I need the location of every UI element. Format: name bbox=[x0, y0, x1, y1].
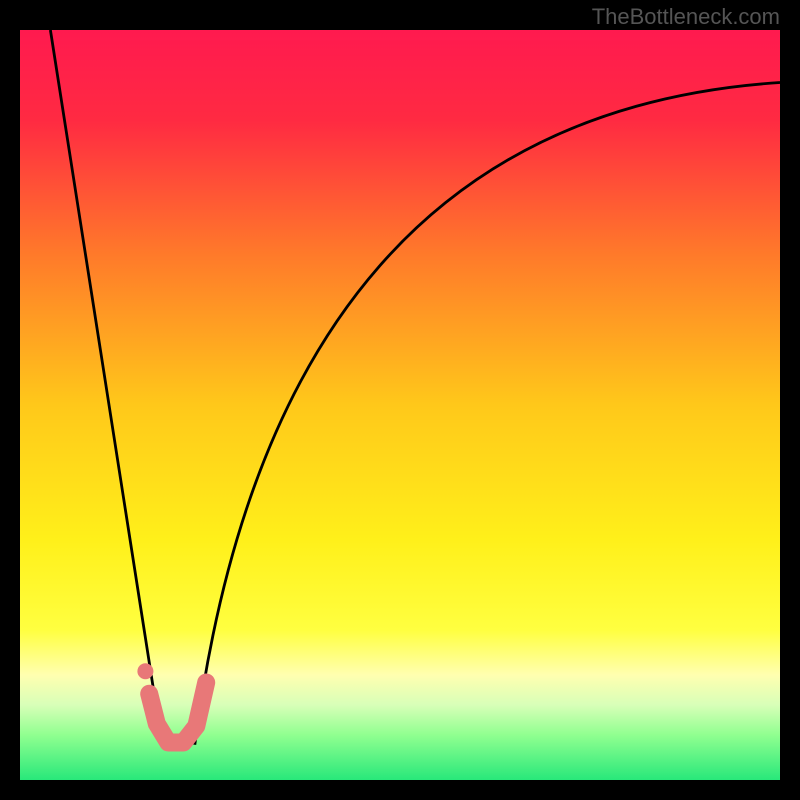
attribution-text: TheBottleneck.com bbox=[592, 4, 780, 30]
gradient-background bbox=[20, 30, 780, 780]
bottleneck-chart bbox=[0, 0, 800, 800]
marker-dot bbox=[137, 663, 153, 679]
chart-container: { "attribution": "TheBottleneck.com", "c… bbox=[0, 0, 800, 800]
